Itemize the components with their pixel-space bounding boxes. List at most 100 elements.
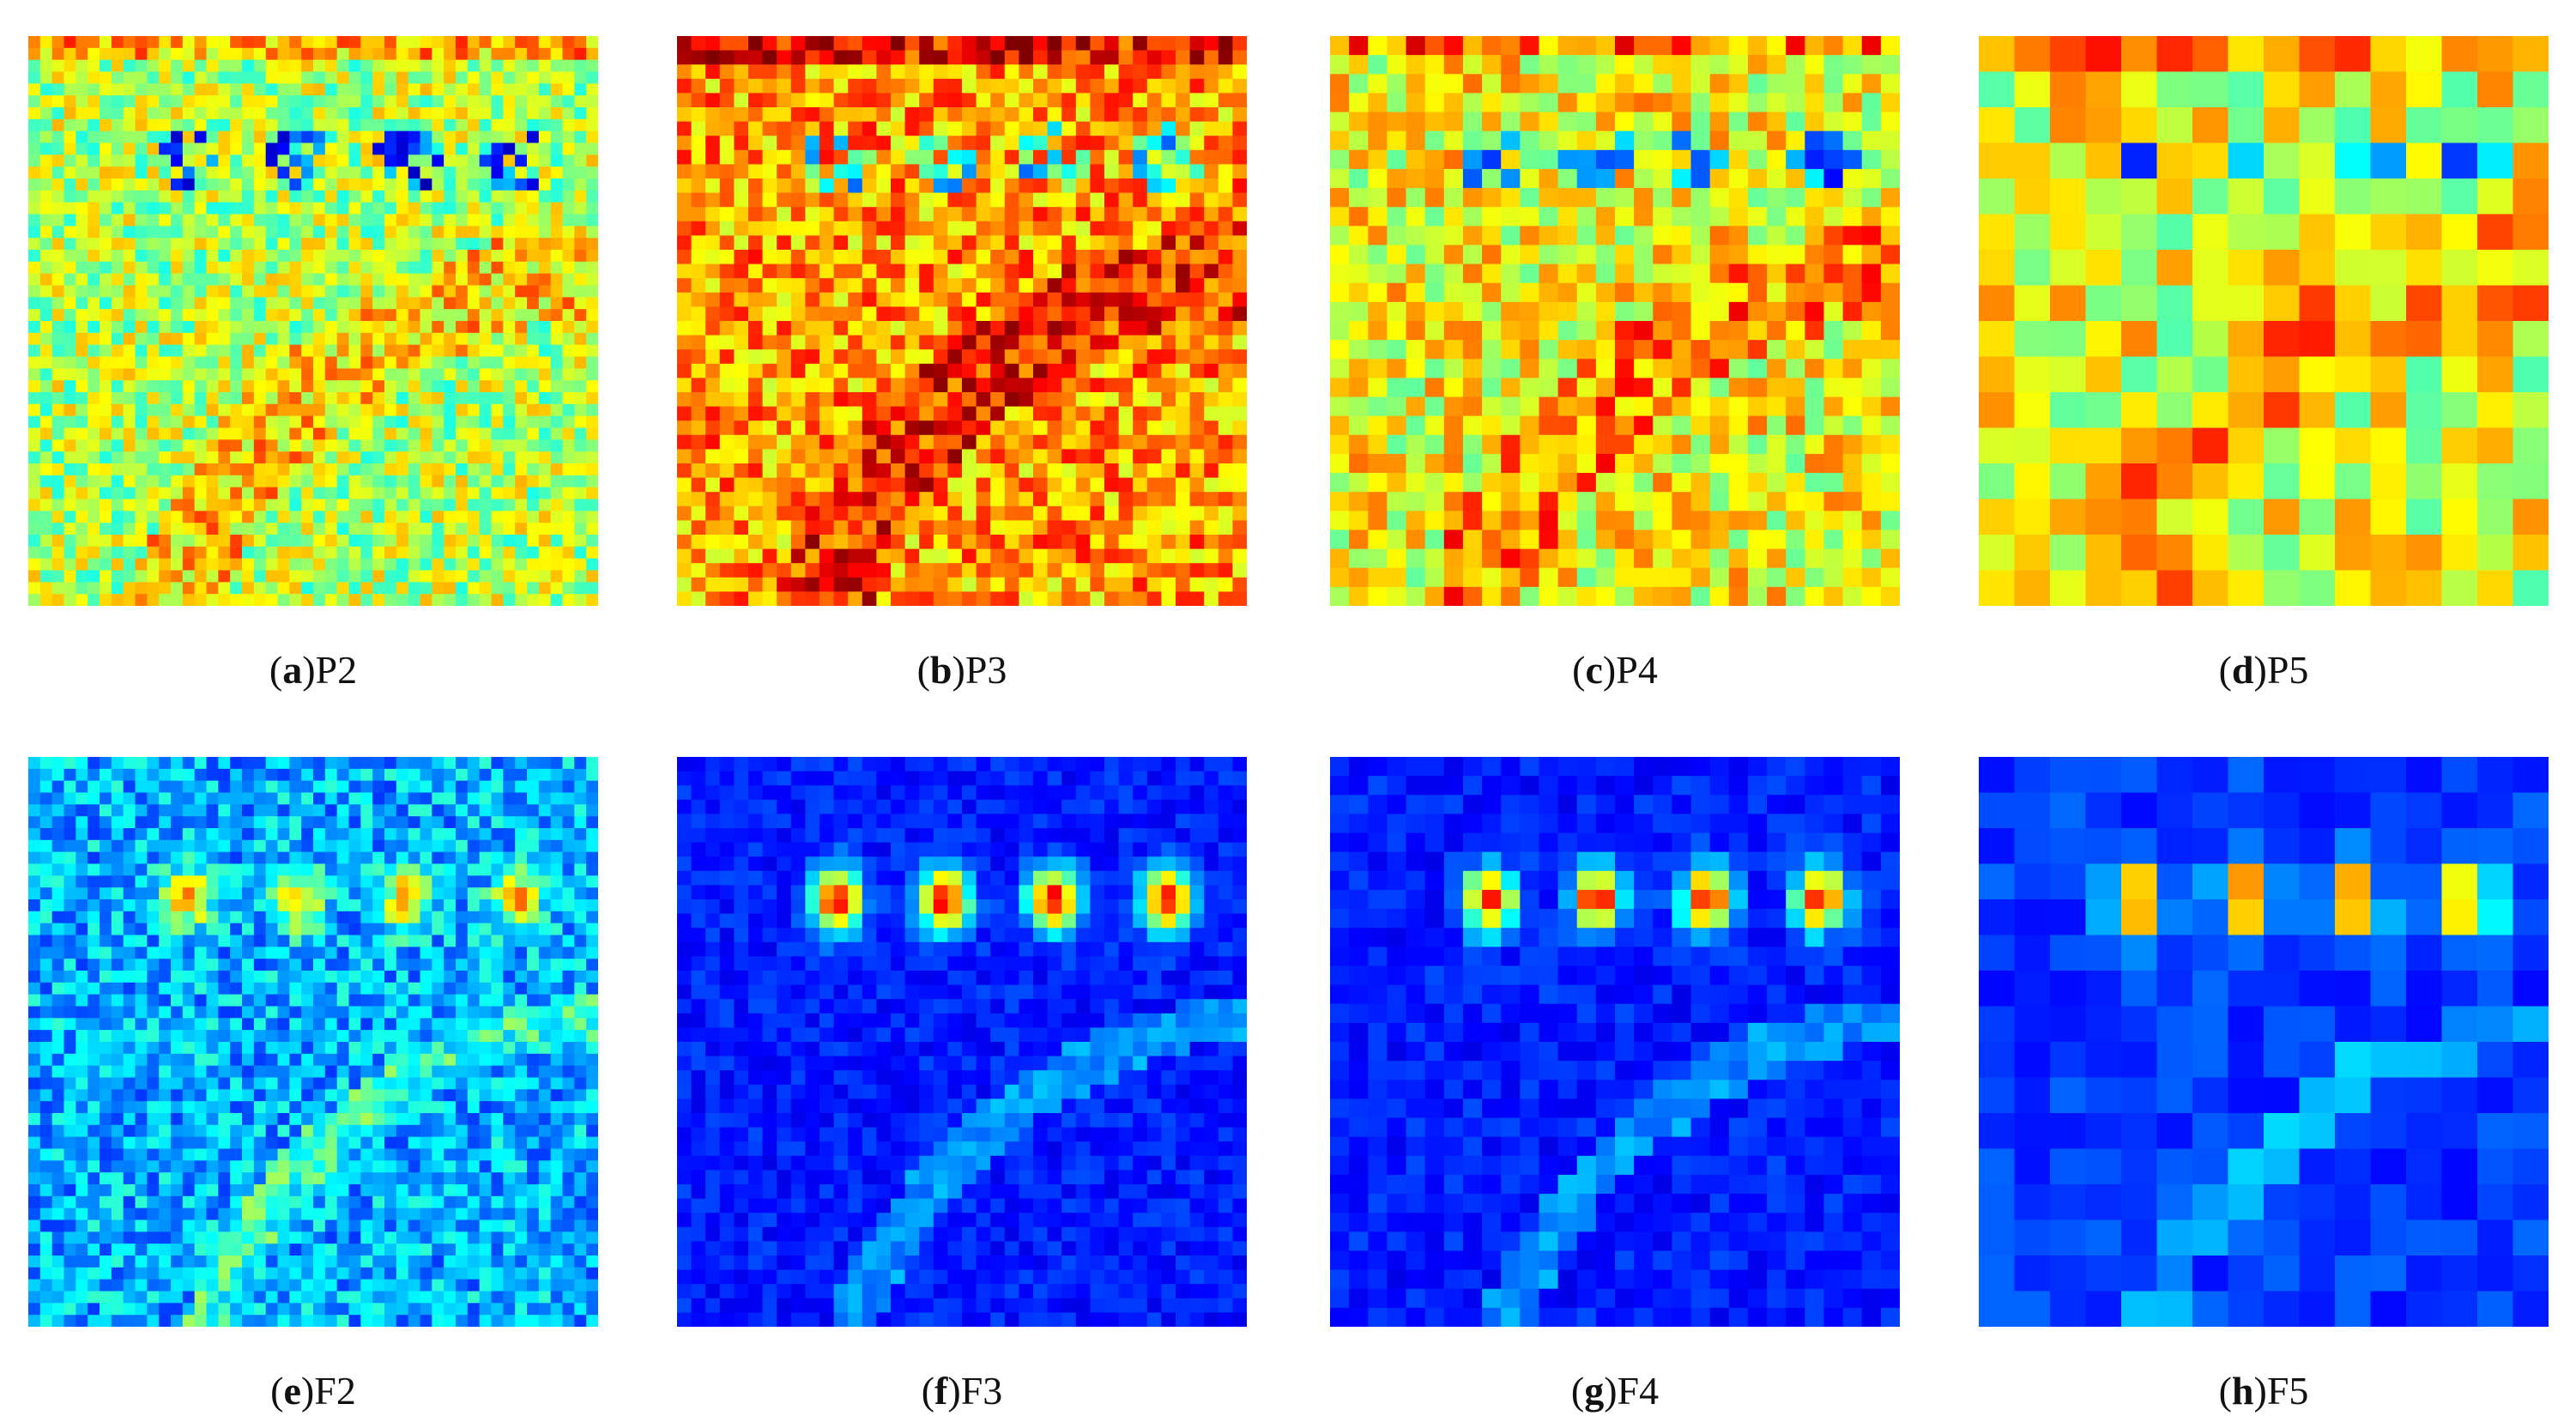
- heat-cell: [1709, 453, 1730, 474]
- heat-cell: [734, 263, 749, 279]
- heat-cell: [432, 154, 444, 167]
- heat-cell: [1823, 188, 1844, 208]
- heat-cell: [206, 59, 219, 73]
- heat-cell: [432, 118, 444, 132]
- heat-cell: [348, 297, 361, 310]
- heat-cell: [372, 130, 385, 144]
- heat-cell: [206, 415, 219, 429]
- heat-cell: [1595, 434, 1616, 455]
- heat-cell: [1653, 93, 1672, 113]
- heat-cell: [218, 214, 231, 227]
- heat-cell: [28, 214, 41, 227]
- heat-cell: [2228, 250, 2265, 287]
- heat-cell: [360, 558, 373, 572]
- heat-cell: [1118, 121, 1134, 136]
- heat-cell: [1218, 221, 1233, 236]
- heat-cell: [503, 392, 516, 405]
- heat-cell: [182, 368, 196, 381]
- heat-cell: [1033, 50, 1049, 65]
- heat-cell: [491, 380, 504, 393]
- heat-cell: [135, 154, 148, 167]
- heat-cell: [1004, 492, 1019, 507]
- heat-cell: [277, 368, 290, 381]
- heat-cell: [242, 558, 255, 572]
- heat-cell: [1033, 505, 1049, 521]
- heat-cell: [550, 499, 564, 511]
- heat-cell: [1330, 188, 1350, 208]
- heat-cell: [1368, 245, 1388, 265]
- heat-cell: [515, 47, 528, 61]
- heat-cell: [1218, 563, 1233, 578]
- heat-cell: [348, 392, 361, 405]
- heat-cell: [677, 235, 692, 251]
- heat-cell: [1462, 130, 1483, 151]
- heat-cell: [833, 250, 849, 265]
- heat-cell: [1520, 112, 1540, 132]
- heat-cell: [1615, 586, 1635, 606]
- heat-cell: [1161, 492, 1176, 507]
- heat-cell: [574, 523, 587, 536]
- heat-cell: [734, 591, 749, 606]
- heat-cell: [1634, 130, 1654, 151]
- heat-cell: [39, 463, 53, 476]
- heat-cell: [2156, 179, 2193, 215]
- heat-cell: [76, 356, 88, 369]
- heat-cell: [1653, 55, 1672, 75]
- heat-cell: [976, 563, 991, 578]
- heat-cell: [819, 434, 835, 450]
- heat-cell: [1133, 278, 1148, 293]
- heat-cell: [586, 166, 598, 179]
- heat-cell: [904, 306, 920, 322]
- heat-cell: [491, 36, 504, 49]
- heat-cell: [933, 463, 948, 479]
- heat-cell: [39, 130, 53, 144]
- heat-cell: [990, 93, 1006, 108]
- heat-cell: [1075, 78, 1091, 94]
- heat-cell: [372, 499, 385, 511]
- heat-cell: [1019, 463, 1034, 479]
- heat-cell: [2050, 321, 2087, 358]
- heat-cell: [218, 238, 231, 251]
- heat-cell: [336, 166, 350, 179]
- heat-cell: [1557, 207, 1578, 227]
- heat-cell: [1595, 396, 1616, 417]
- heat-cell: [147, 95, 160, 108]
- heat-cell: [2264, 356, 2301, 393]
- heat-cell: [2014, 71, 2051, 108]
- heat-cell: [360, 427, 373, 440]
- heat-cell: [574, 451, 587, 464]
- heat-cell: [420, 321, 432, 334]
- heat-cell: [182, 250, 196, 263]
- heat-cell: [218, 321, 231, 334]
- heat-cell: [748, 179, 764, 194]
- heat-cell: [76, 558, 88, 572]
- heat-cell: [1232, 207, 1247, 222]
- heat-cell: [336, 261, 350, 275]
- heat-cell: [467, 166, 481, 179]
- heat-cell: [324, 297, 338, 310]
- heat-cell: [1576, 511, 1597, 531]
- heat-cell: [265, 202, 279, 215]
- heat-cell: [748, 164, 764, 179]
- heat-cell: [1786, 130, 1805, 151]
- heat-cell: [976, 263, 991, 279]
- heat-cell: [218, 499, 231, 511]
- heat-cell: [360, 95, 373, 108]
- heat-cell: [933, 93, 948, 108]
- heat-cell: [1557, 340, 1578, 360]
- heat-cell: [1118, 207, 1134, 222]
- heat-cell: [1861, 548, 1882, 569]
- heat-cell: [1204, 107, 1219, 123]
- heat-cell: [420, 415, 432, 429]
- heat-cell: [135, 546, 148, 560]
- heat-cell: [277, 71, 290, 84]
- heat-cell: [1443, 453, 1464, 474]
- heat-cell: [242, 214, 255, 227]
- heat-cell: [277, 95, 290, 108]
- heat-cell: [88, 118, 100, 132]
- heat-cell: [111, 154, 124, 167]
- heat-cell: [848, 505, 863, 521]
- heat-cell: [372, 558, 385, 572]
- heat-cell: [1406, 55, 1426, 75]
- heat-cell: [456, 83, 469, 96]
